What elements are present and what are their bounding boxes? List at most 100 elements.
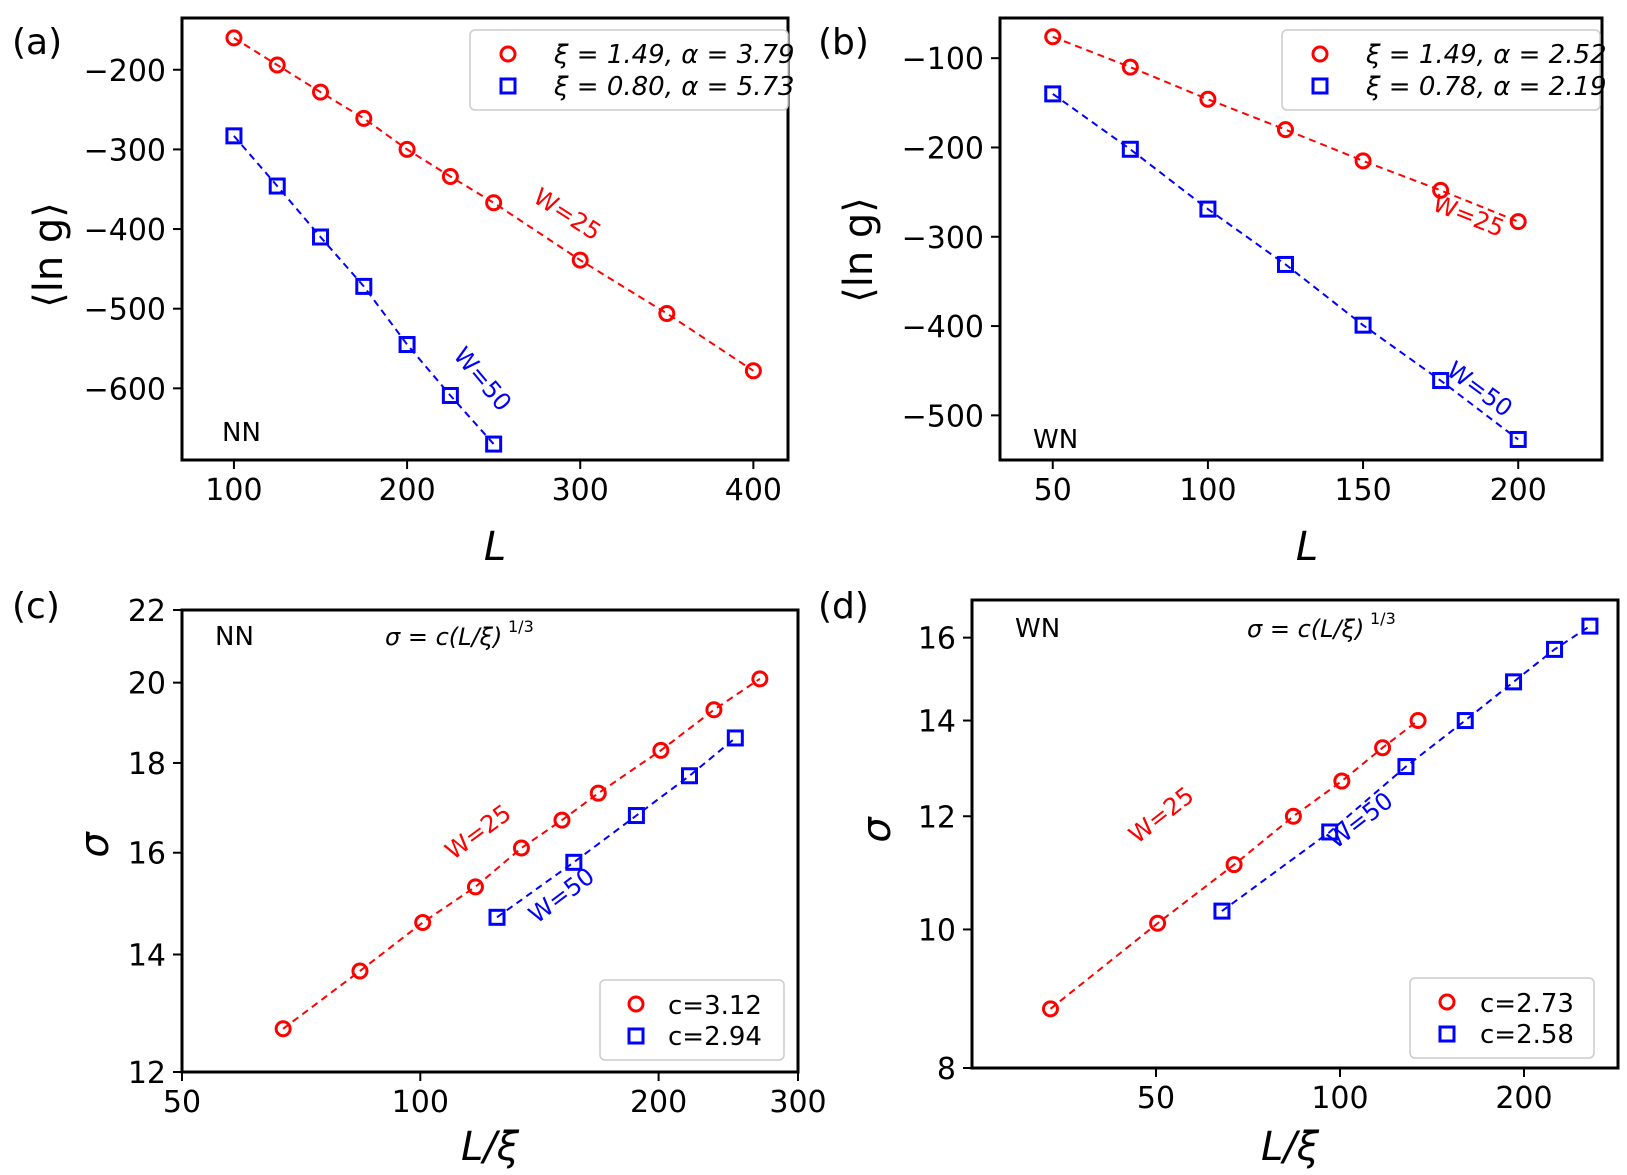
panel-a-x-tick-label: 100: [205, 473, 262, 508]
panel-c-data-point-red-circle: [705, 701, 723, 719]
panel-c-plot-frame: [180, 608, 800, 1074]
panel-a-legend-box: [469, 29, 789, 111]
panel-d-label: (d): [818, 586, 869, 627]
panel-d-data-point-blue-square: [1321, 823, 1339, 841]
panel-a-data-point-red-circle: [312, 83, 330, 101]
panel-d-legend-entry: c=2.73: [1480, 989, 1574, 1019]
panel-d-data-point-red-circle: [1149, 914, 1167, 932]
panel-b-y-axis-label: ⟨ln g⟩: [836, 197, 882, 303]
panel-b-legend-box: [1281, 29, 1601, 111]
panel-a-data-point-blue-square: [398, 336, 416, 354]
panel-d-formula: σ = c(L/ξ) 1/3: [1247, 609, 1396, 643]
panel-c-y-tick-label: 20: [128, 667, 166, 702]
panel-b-y-tick-label: −500: [902, 399, 984, 434]
panel-c-legend-marker-blue-square: [627, 1027, 645, 1045]
panel-b-data-point-red-circle: [1121, 58, 1139, 76]
panel-b-data-point-blue-square: [1121, 140, 1139, 158]
panel-a-fit-line-red: [233, 37, 754, 372]
panel-a-data-point-red-circle: [398, 140, 416, 158]
panel-d-plot-frame: [970, 598, 1620, 1070]
panel-b-curve-label-w25: W=25: [1429, 189, 1508, 243]
panel-c-data-point-red-circle: [589, 784, 607, 802]
panel-a: (a) W=25W=50 100 200 300 400−200−300−400−50…: [12, 16, 795, 570]
panel-a-data-point-red-circle: [225, 29, 243, 47]
panel-d-formula-exponent: 1/3: [1370, 609, 1396, 628]
panel-c-formula-exponent: 1/3: [508, 617, 534, 636]
panel-a-y-tick-label: −400: [84, 213, 166, 248]
panel-a-y-axis-label: ⟨ln g⟩: [26, 202, 72, 308]
panel-d-data-point-red-circle: [1409, 712, 1427, 730]
panel-c-data-point-blue-square: [565, 853, 583, 871]
panel-d-data-point-red-circle: [1225, 856, 1243, 874]
panel-a-data-point-blue-square: [355, 277, 373, 295]
panel-d-data-point-red-circle: [1333, 772, 1351, 790]
panel-d-y-tick-label: 8: [937, 1052, 956, 1087]
panel-a-y-tick-label: −500: [84, 293, 166, 328]
panel-b-y-tick-label: −300: [902, 221, 984, 256]
panel-c-data-point-red-circle: [414, 914, 432, 932]
panel-c-label: (c): [12, 586, 60, 627]
panel-c-fit-line-blue: [496, 737, 736, 919]
panel-d-data-point-blue-square: [1397, 758, 1415, 776]
panel-b-data-point-blue-square: [1199, 200, 1217, 218]
panel-a-data-point-blue-square: [312, 228, 330, 246]
panel-d-y-tick-label: 14: [918, 705, 956, 740]
panel-a-data-point-red-circle: [744, 362, 762, 380]
panel-a-plot-frame: [180, 16, 790, 462]
panel-a-x-tick-label: 300: [552, 473, 609, 508]
panel-b-data-point-blue-square: [1044, 85, 1062, 103]
panel-a-data-point-blue-square: [441, 386, 459, 404]
panel-d-x-tick-label: 200: [1495, 1081, 1552, 1116]
panel-a-legend-marker-blue-square: [499, 77, 517, 95]
panel-a-legend: ξ = 1.49, α = 3.79 ξ = 0.80, α = 5.73: [469, 29, 795, 111]
panel-d-data-point-blue-square: [1456, 712, 1474, 730]
panel-d-data-point-blue-square: [1505, 673, 1523, 691]
panel-d-data-point-red-circle: [1374, 739, 1392, 757]
panel-a-y-tick-label: −600: [84, 372, 166, 407]
panel-c-x-axis-label: L/ξ: [461, 1124, 520, 1170]
panel-c-curve-label-w25: W=25: [440, 799, 517, 866]
panel-d-formula-text: σ = c(L/ξ): [1247, 615, 1364, 643]
panel-d-y-tick-label: 10: [918, 913, 956, 948]
panel-b-y-tick-label: −100: [902, 42, 984, 77]
panel-c-legend-entry: c=3.12: [668, 991, 762, 1021]
panel-b-label: (b): [818, 22, 869, 63]
panel-c-x-tick-label: 50: [163, 1085, 201, 1120]
panel-b-data-point-red-circle: [1276, 121, 1294, 139]
panel-d-data-point-blue-square: [1546, 640, 1564, 658]
panel-c-fit-line-red: [282, 677, 761, 1030]
panel-b-legend-entry: ξ = 1.49, α = 2.52: [1365, 40, 1607, 70]
panel-d-data-point-blue-square: [1213, 902, 1231, 920]
panel-d-legend-marker-blue-square: [1438, 1025, 1456, 1043]
panel-b-legend-entry: ξ = 0.78, α = 2.19: [1365, 72, 1607, 102]
panel-c-data-point-blue-square: [488, 908, 506, 926]
panel-b-y-tick-label: −400: [902, 310, 984, 345]
panel-c-y-tick-label: 22: [128, 594, 166, 629]
panel-b-data-point-blue-square: [1432, 372, 1450, 390]
panel-a-data-point-blue-square: [268, 177, 286, 195]
panel-c-formula: σ = c(L/ξ) 1/3: [385, 617, 534, 651]
panel-c-data-point-red-circle: [751, 670, 769, 688]
panel-d-x-axis-label: L/ξ: [1261, 1124, 1320, 1170]
panel-a-fit-line-blue: [233, 135, 495, 445]
panel-a-legend-entry: ξ = 0.80, α = 5.73: [553, 72, 795, 102]
panel-a-data-point-red-circle: [441, 167, 459, 185]
panel-c-data-point-red-circle: [553, 811, 571, 829]
panel-d-y-tick-label: 12: [918, 800, 956, 835]
panel-b-fit-line-blue: [1052, 93, 1519, 441]
panel-c-data-point-blue-square: [726, 729, 744, 747]
panel-d-fit-line-red: [1049, 719, 1419, 1010]
panel-b-data-point-red-circle: [1199, 90, 1217, 108]
panel-c-y-tick-label: 16: [128, 837, 166, 872]
panel-a-data-point-red-circle: [658, 304, 676, 322]
panel-d-curve-label-w25: W=25: [1124, 781, 1200, 849]
panel-a-label: (a): [12, 22, 62, 63]
panel-c-data-point-red-circle: [351, 962, 369, 980]
panel-b-data-point-blue-square: [1354, 316, 1372, 334]
panel-d-data-point-blue-square: [1581, 617, 1599, 635]
panel-d-data-point-red-circle: [1284, 807, 1302, 825]
panel-b-x-axis-label: L: [1296, 524, 1318, 570]
panel-d-y-tick-label: 16: [918, 622, 956, 657]
panel-c-x-tick-label: 200: [630, 1085, 687, 1120]
